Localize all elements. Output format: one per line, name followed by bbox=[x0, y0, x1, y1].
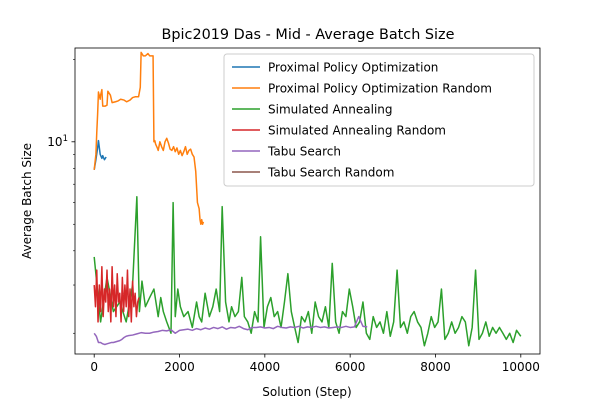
x-axis-label: Solution (Step) bbox=[262, 385, 351, 399]
legend-label: Proximal Policy Optimization Random bbox=[268, 82, 492, 96]
series-line-2 bbox=[93, 196, 522, 347]
legend-label: Simulated Annealing bbox=[268, 103, 393, 117]
x-tick-label: 2000 bbox=[164, 360, 195, 374]
x-tick-label: 8000 bbox=[420, 360, 451, 374]
legend-label: Tabu Search bbox=[267, 145, 341, 159]
chart-title: Bpic2019 Das - Mid - Average Batch Size bbox=[162, 27, 455, 43]
legend-label: Simulated Annealing Random bbox=[268, 124, 446, 138]
x-tick-label: 0 bbox=[90, 360, 98, 374]
series-line-4 bbox=[93, 315, 368, 346]
legend-box bbox=[223, 53, 535, 187]
x-tick-label: 6000 bbox=[335, 360, 366, 374]
plot-frame bbox=[74, 47, 541, 355]
legend-label: Tabu Search Random bbox=[267, 166, 394, 180]
series-layer bbox=[93, 51, 522, 347]
legend: Proximal Policy Optimization Proximal Pol… bbox=[223, 53, 535, 187]
plot-area bbox=[74, 47, 541, 355]
series-line-1 bbox=[93, 51, 205, 225]
x-axis: 0 2000 4000 6000 8000 10000 bbox=[90, 354, 540, 374]
legend-label: Proximal Policy Optimization bbox=[268, 61, 438, 75]
y-axis: 101 bbox=[47, 59, 75, 334]
x-tick-label: 10000 bbox=[502, 360, 540, 374]
series-line-3 bbox=[93, 265, 140, 323]
x-tick-label: 4000 bbox=[250, 360, 281, 374]
y-tick-label: 101 bbox=[47, 134, 68, 149]
y-axis-label: Average Batch Size bbox=[20, 143, 34, 259]
